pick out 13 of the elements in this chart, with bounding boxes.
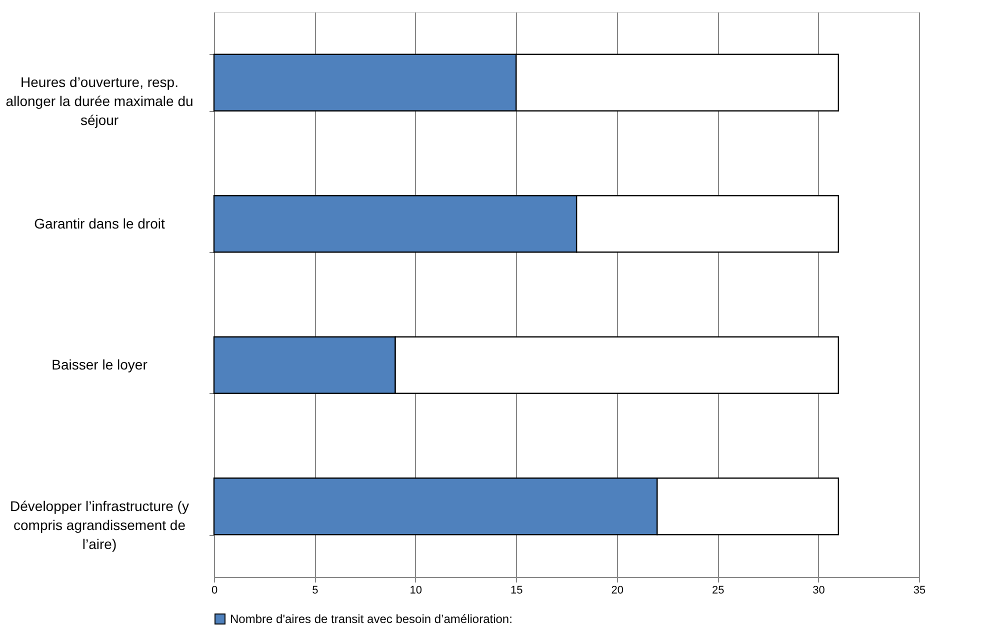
x-tick-label: 25 (712, 584, 724, 596)
x-tick-label: 5 (312, 584, 318, 596)
y-tick-label: Garantir dans le droit (34, 215, 165, 232)
x-tick-label: 0 (211, 584, 218, 596)
y-tick-label: Heures d’ouverture, resp. allonger la durée maximale du séjour (6, 74, 194, 128)
x-tick-label: 30 (812, 584, 825, 596)
legend-label: Nombre d'aires de transit avec besoin d’amélioration: (230, 612, 512, 626)
x-tick-label: 20 (611, 584, 624, 596)
x-tick-label: 10 (410, 584, 422, 596)
y-tick-label: Développer l’infrastructure (y compris agrandissement de l’aire) (10, 498, 189, 552)
y-tick-label: Baisser le loyer (52, 356, 148, 373)
x-tick-label: 35 (913, 584, 926, 596)
x-tick-label: 15 (510, 584, 523, 596)
